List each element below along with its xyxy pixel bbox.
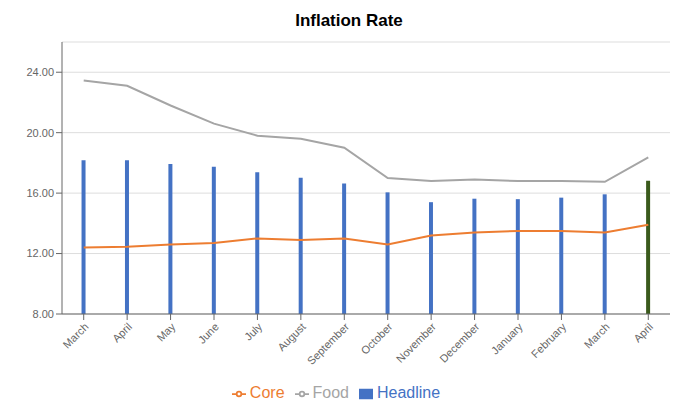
svg-text:October: October — [358, 320, 394, 356]
svg-text:September: September — [305, 320, 352, 367]
svg-text:December: December — [437, 320, 482, 365]
html-text:Food: Food — [312, 384, 349, 401]
svg-text:24.00: 24.00 — [26, 66, 54, 78]
svg-text:February: February — [529, 320, 569, 360]
svg-text:July: July — [242, 320, 265, 343]
svg-text:January: January — [489, 320, 526, 357]
svg-text:April: April — [631, 320, 655, 344]
svg-text:March: March — [61, 320, 91, 350]
svg-text:May: May — [154, 320, 178, 344]
svg-text:12.00: 12.00 — [26, 247, 54, 259]
svg-text:November: November — [394, 320, 439, 365]
svg-text:16.00: 16.00 — [26, 187, 54, 199]
svg-text:August: August — [275, 320, 308, 353]
svg-text:June: June — [196, 320, 221, 345]
svg-text:March: March — [582, 320, 612, 350]
svg-text:April: April — [110, 320, 134, 344]
svg-text:20.00: 20.00 — [26, 127, 54, 139]
html-text:Headline: Headline — [377, 384, 441, 401]
svg-text:8.00: 8.00 — [33, 308, 54, 320]
html-text:Core: Core — [249, 384, 285, 401]
html-text:Inflation Rate: Inflation Rate — [295, 11, 403, 30]
